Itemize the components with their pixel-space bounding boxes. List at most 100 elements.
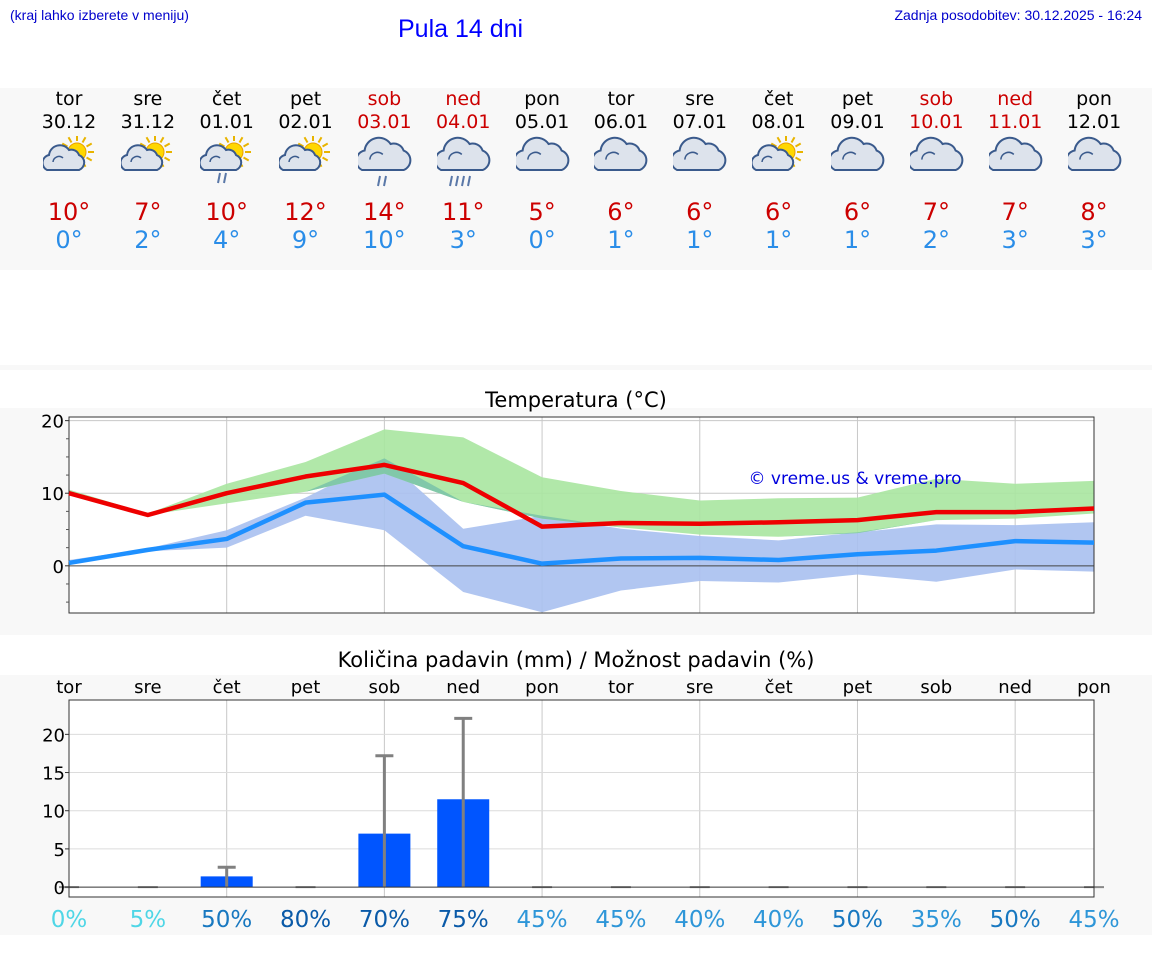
- y-tick-label: 20: [41, 412, 64, 433]
- precip-probability: 50%: [201, 907, 252, 933]
- temp-max: 10°: [47, 198, 91, 226]
- day-name: sre: [685, 88, 715, 110]
- y-tick-label: 10: [41, 484, 64, 505]
- temp-min: 10°: [363, 226, 406, 254]
- temperature-chart-title: Temperatura (°C): [485, 388, 667, 412]
- day-date: 04.01: [436, 111, 491, 133]
- day-date: 07.01: [672, 111, 727, 133]
- day-column: sre 31.12 7° 2°: [108, 88, 187, 254]
- day-name: ned: [445, 88, 482, 110]
- temp-min: 1°: [686, 226, 714, 254]
- category-label: tor: [608, 677, 634, 698]
- category-label: čet: [213, 677, 241, 698]
- day-date: 03.01: [357, 111, 412, 133]
- day-name: tor: [607, 88, 635, 110]
- day-name: čet: [211, 88, 242, 110]
- location-hint[interactable]: (kraj lahko izberete v meniju): [10, 7, 189, 23]
- plot-area: [69, 700, 1094, 897]
- sun-cloud-icon: [42, 136, 94, 171]
- temp-min: 1°: [607, 226, 635, 254]
- day-forecast-row: tor 30.12 10° 0° sre 31.12 7° 2° čet 01.01 10° 4° pe…: [0, 88, 1152, 254]
- day-column: pet 02.01 12° 9°: [266, 88, 345, 254]
- category-label: pet: [843, 677, 873, 698]
- category-label: pon: [1077, 677, 1111, 698]
- y-tick-label: 20: [42, 725, 65, 746]
- temp-max: 14°: [363, 198, 406, 226]
- temp-max: 6°: [843, 198, 872, 226]
- temp-min: 2°: [134, 226, 162, 254]
- day-date: 10.01: [909, 111, 964, 133]
- category-label: sob: [920, 677, 952, 698]
- category-label: pon: [525, 677, 559, 698]
- watermark: © vreme.us & vreme.pro: [748, 469, 961, 489]
- day-date: 08.01: [751, 111, 806, 133]
- y-tick-label: 0: [54, 878, 65, 899]
- precip-probability: 80%: [280, 907, 331, 933]
- y-tick-label: 5: [54, 840, 65, 861]
- precip-probability: 40%: [753, 907, 804, 933]
- day-name: sre: [133, 88, 163, 110]
- temp-max: 7°: [134, 198, 162, 226]
- day-name: ned: [997, 88, 1034, 110]
- min-temp-band: [69, 458, 1094, 613]
- forecast-band: [0, 88, 1152, 270]
- temp-min: 3°: [449, 226, 477, 254]
- day-date: 11.01: [987, 111, 1043, 133]
- weather-icon-slot: [739, 134, 818, 196]
- weather-icon-slot: [976, 134, 1055, 196]
- temp-min: 3°: [1080, 226, 1108, 254]
- temp-max: 7°: [1001, 198, 1029, 226]
- y-tick-label: 15: [42, 764, 65, 785]
- weather-icon-slot: [266, 134, 345, 196]
- temp-min: 0°: [55, 226, 83, 254]
- precip-probability: 70%: [359, 907, 410, 933]
- category-label: ned: [446, 677, 480, 698]
- day-date: 06.01: [593, 111, 649, 133]
- day-column: čet 01.01 10° 4°: [187, 88, 266, 254]
- category-label: sre: [686, 677, 713, 698]
- temp-min: 4°: [213, 226, 241, 254]
- day-column: ned 04.01 11° 3°: [424, 88, 503, 254]
- day-column: tor 30.12 10° 0°: [30, 88, 109, 254]
- temp-min: 0°: [528, 226, 556, 254]
- day-column: sre 07.01 6° 1°: [660, 88, 739, 254]
- day-column: pet 09.01 6° 1°: [818, 88, 897, 254]
- temp-max: 11°: [441, 198, 485, 226]
- temp-max: 8°: [1080, 198, 1108, 226]
- day-name: pet: [841, 88, 874, 110]
- precip-chart: tor sre čet pet sob ned pon tor sre čet pet sob ned p…: [42, 677, 1119, 933]
- category-label: sre: [134, 677, 161, 698]
- category-label: pet: [291, 677, 321, 698]
- day-date: 31.12: [120, 111, 176, 133]
- cloud-rain-icon: [357, 136, 412, 187]
- precip-probability: 40%: [674, 907, 725, 933]
- day-date: 30.12: [41, 111, 97, 133]
- plot-frame: [68, 699, 1095, 898]
- weather-icon-slot: [345, 134, 424, 196]
- temp-max: 6°: [765, 198, 793, 226]
- cloud-icon: [831, 136, 885, 171]
- day-column: pon 12.01 8° 3°: [1055, 88, 1134, 254]
- sun-cloud-icon: [752, 136, 804, 171]
- last-updated: Zadnja posodobitev: 30.12.2025 - 16:24: [894, 7, 1142, 23]
- day-name: pet: [289, 88, 322, 110]
- category-label: tor: [56, 677, 82, 698]
- day-column: čet 08.01 6° 1°: [739, 88, 818, 254]
- temp-min: 1°: [765, 226, 793, 254]
- day-column: sob 03.01 14° 10°: [345, 88, 424, 254]
- temp-min: 9°: [291, 226, 320, 254]
- weather-icon-slot: [581, 134, 660, 196]
- precip-probability: 50%: [990, 907, 1041, 933]
- min-temp-line: [68, 492, 1095, 566]
- day-column: pon 05.01 5° 0°: [503, 88, 582, 254]
- weather-icon-slot: [897, 134, 976, 196]
- cloud-icon: [594, 136, 648, 171]
- temp-min: 3°: [1001, 226, 1029, 254]
- cloud-icon: [1067, 136, 1121, 171]
- weather-icon-slot: [30, 134, 109, 196]
- sun-cloud-icon: [121, 136, 173, 171]
- day-name: sob: [367, 88, 402, 110]
- cloud-icon: [515, 136, 569, 171]
- separator-band: [0, 365, 1152, 370]
- day-column: sob 10.01 7° 2°: [897, 88, 976, 254]
